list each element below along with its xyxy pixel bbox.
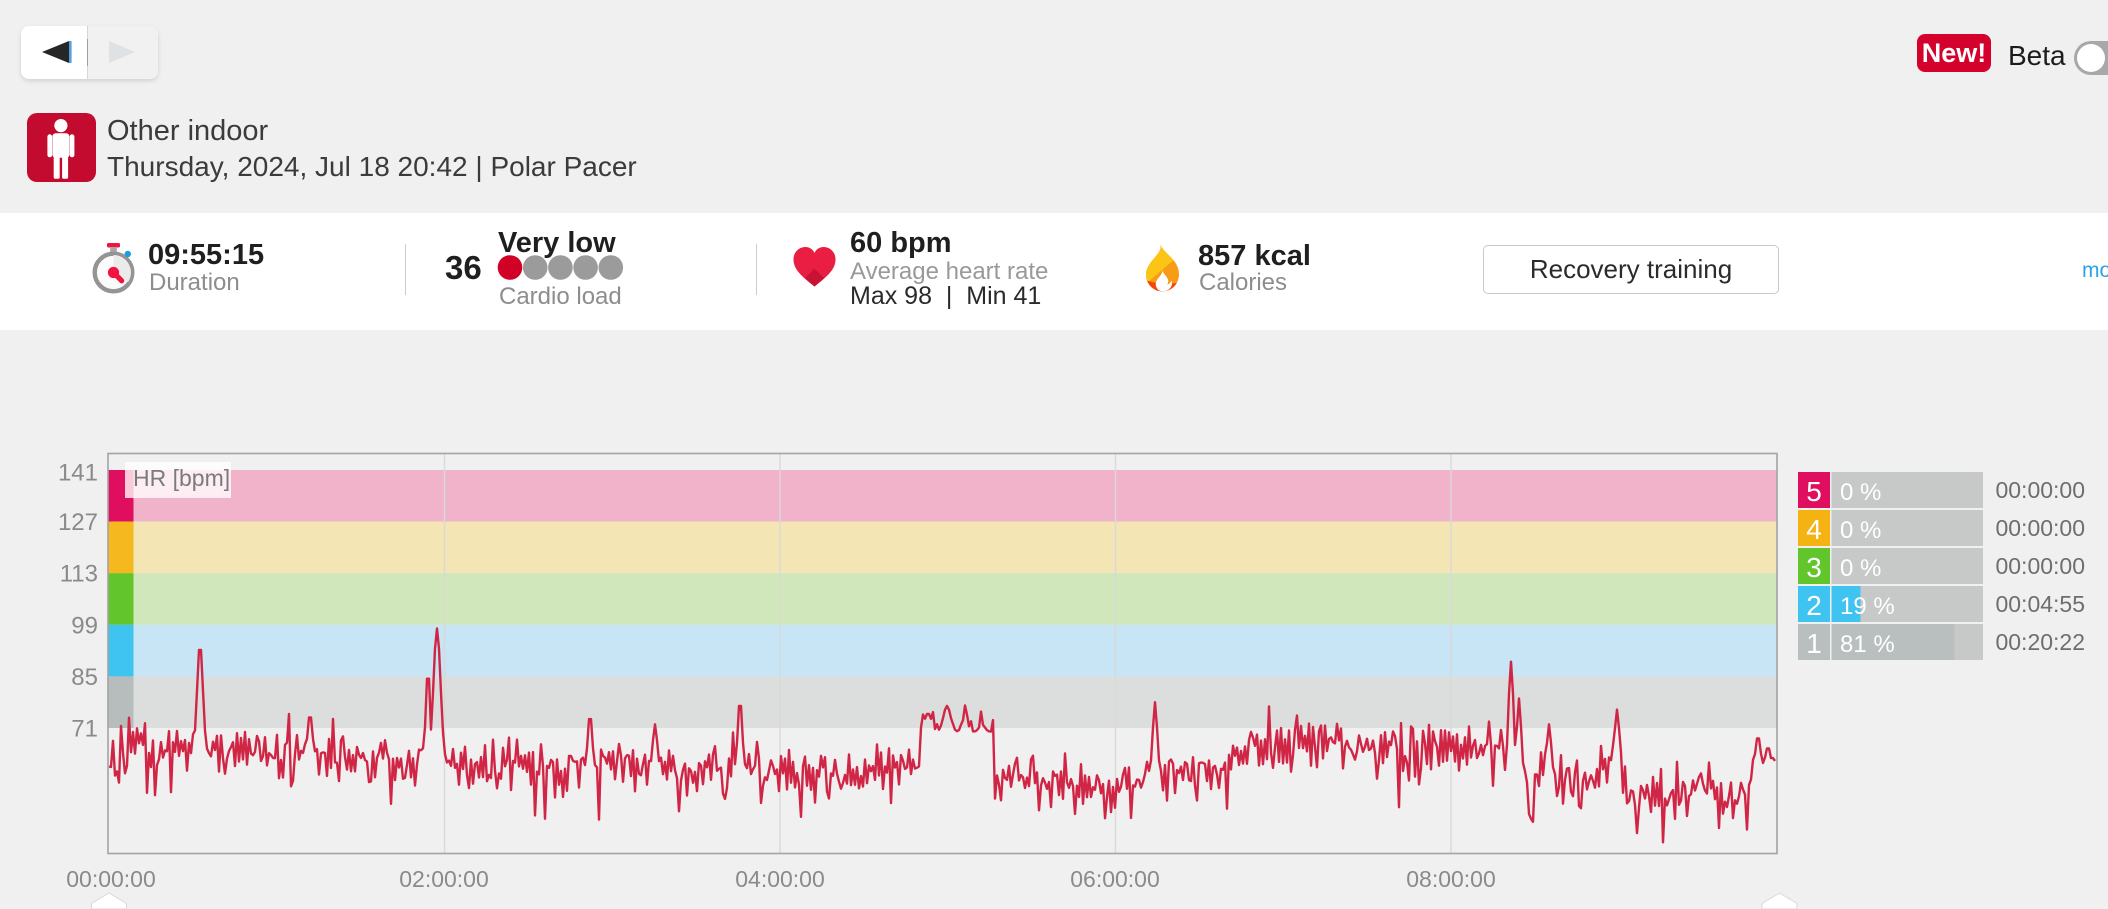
svg-text:3: 3 xyxy=(1806,552,1822,583)
svg-text:5: 5 xyxy=(1806,476,1822,507)
svg-text:04:00:00: 04:00:00 xyxy=(735,866,825,892)
svg-text:02:00:00: 02:00:00 xyxy=(399,866,489,892)
svg-text:00:00:00: 00:00:00 xyxy=(1995,515,2085,541)
svg-text:0 %: 0 % xyxy=(1840,479,1881,506)
svg-text:00:00:00: 00:00:00 xyxy=(1995,553,2085,579)
svg-text:00:20:22: 00:20:22 xyxy=(1995,629,2085,655)
svg-text:99: 99 xyxy=(71,612,98,639)
svg-text:81 %: 81 % xyxy=(1840,631,1895,658)
svg-text:2: 2 xyxy=(1806,590,1822,621)
svg-text:06:00:00: 06:00:00 xyxy=(1070,866,1160,892)
svg-text:00:04:55: 00:04:55 xyxy=(1995,591,2085,617)
svg-text:4: 4 xyxy=(1806,514,1822,545)
svg-text:85: 85 xyxy=(71,664,98,691)
svg-text:0 %: 0 % xyxy=(1840,555,1881,582)
svg-text:71: 71 xyxy=(71,716,98,743)
svg-text:00:00:00: 00:00:00 xyxy=(1995,477,2085,503)
svg-text:08:00:00: 08:00:00 xyxy=(1406,866,1496,892)
svg-text:127: 127 xyxy=(58,509,98,536)
svg-text:1: 1 xyxy=(1806,628,1822,659)
svg-text:0 %: 0 % xyxy=(1840,517,1881,544)
svg-text:00:00:00: 00:00:00 xyxy=(66,866,156,892)
svg-text:141: 141 xyxy=(58,460,98,487)
svg-text:HR [bpm]: HR [bpm] xyxy=(133,465,230,491)
svg-text:113: 113 xyxy=(60,561,98,588)
svg-text:19 %: 19 % xyxy=(1840,593,1895,620)
